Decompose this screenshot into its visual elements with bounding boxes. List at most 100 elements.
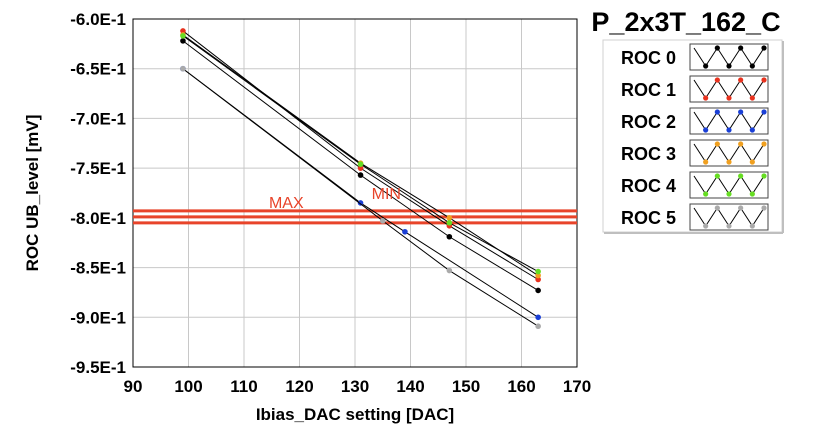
legend-marker <box>761 173 767 179</box>
data-point <box>357 200 364 206</box>
legend-marker <box>738 77 744 83</box>
legend-marker <box>761 109 767 115</box>
series-group <box>180 28 541 330</box>
series-4 <box>180 33 541 275</box>
horizontal-threshold-lines <box>133 209 577 225</box>
legend-marker <box>714 109 720 115</box>
annotations: MAX MIN <box>269 186 401 212</box>
data-point <box>357 161 364 167</box>
legend-marker <box>703 159 709 165</box>
legend-label: ROC 0 <box>621 48 676 68</box>
y-tick-label: -6.5E-1 <box>70 60 126 79</box>
legend-marker <box>749 223 755 229</box>
legend-marker <box>749 63 755 69</box>
x-tick-labels: 90 100 110 120 130 140 150 160 170 <box>124 377 592 396</box>
legend-marker <box>726 95 732 101</box>
series-line <box>182 68 539 318</box>
series-line <box>182 34 539 276</box>
y-tick-labels: -6.0E-1 -6.5E-1 -7.0E-1 -7.5E-1 -8.0E-1 -8.5E… <box>70 10 126 377</box>
legend-marker <box>726 191 732 197</box>
x-tick-label: 150 <box>452 377 480 396</box>
grid <box>132 18 578 368</box>
legend-label: ROC 1 <box>621 80 676 100</box>
legend-marker <box>738 45 744 51</box>
y-axis-title: ROC UB_level [mV] <box>23 115 42 272</box>
data-point <box>357 172 364 178</box>
x-tick-label: 100 <box>174 377 202 396</box>
series-2 <box>180 65 541 321</box>
legend-marker <box>726 159 732 165</box>
legend-label: ROC 3 <box>621 144 676 164</box>
legend-marker <box>726 63 732 69</box>
legend-marker <box>749 127 755 133</box>
y-tick-label: -8.5E-1 <box>70 259 126 278</box>
legend-marker <box>703 191 709 197</box>
series-line <box>182 68 539 327</box>
x-tick-label: 170 <box>563 377 591 396</box>
data-point <box>180 65 186 72</box>
x-tick-label: 140 <box>396 377 424 396</box>
x-tick-label: 110 <box>230 377 257 396</box>
legend-marker <box>703 223 709 229</box>
legend-marker <box>761 77 767 83</box>
x-tick-label: 160 <box>507 377 535 396</box>
legend-marker <box>738 141 744 147</box>
data-point <box>535 314 541 321</box>
legend-marker <box>738 205 744 211</box>
data-point <box>446 215 453 221</box>
y-tick-label: -9.5E-1 <box>70 358 126 377</box>
legend-marker <box>714 205 720 211</box>
legend-label: ROC 4 <box>621 176 676 196</box>
legend-marker <box>714 141 720 147</box>
legend-marker <box>738 109 744 115</box>
legend-marker <box>749 95 755 101</box>
legend-marker <box>761 45 767 51</box>
legend-label: ROC 5 <box>621 208 676 228</box>
legend-marker <box>703 127 709 133</box>
data-point <box>535 268 541 275</box>
data-point <box>446 220 453 226</box>
plot-frame <box>132 18 578 368</box>
data-point <box>180 28 186 34</box>
data-point <box>357 165 364 171</box>
legend-marker <box>761 205 767 211</box>
legend-marker <box>714 45 720 51</box>
data-point <box>180 38 186 44</box>
legend-marker <box>749 191 755 197</box>
y-tick-label: -9.0E-1 <box>70 308 126 327</box>
data-point <box>180 33 186 39</box>
x-tick-label: 120 <box>285 377 313 396</box>
legend-marker <box>703 63 709 69</box>
data-point <box>535 323 541 330</box>
annotation-min: MIN <box>372 186 401 203</box>
data-point <box>535 287 541 294</box>
legend-marker <box>761 141 767 147</box>
annotation-max: MAX <box>269 195 304 212</box>
x-tick-label: 130 <box>341 377 369 396</box>
legend-label: ROC 2 <box>621 112 676 132</box>
x-tick-label: 90 <box>124 377 143 396</box>
data-point <box>535 272 541 279</box>
x-axis-title: Ibias_DAC setting [DAC] <box>256 405 454 424</box>
legend-box <box>602 39 783 233</box>
data-point <box>402 228 408 235</box>
y-tick-label: -7.0E-1 <box>70 109 126 128</box>
data-point <box>379 218 386 224</box>
legend: ROC 0 ROC 1 ROC 2 ROC 3 ROC 4 ROC 5 <box>602 39 784 234</box>
data-point <box>446 233 453 240</box>
series-1 <box>180 28 541 283</box>
series-line <box>182 40 539 291</box>
legend-marker <box>726 223 732 229</box>
series-0 <box>180 38 541 294</box>
plot-title: P_2x3T_162_C <box>591 7 780 37</box>
series-5 <box>180 65 541 330</box>
y-tick-label: -8.0E-1 <box>70 209 126 228</box>
legend-marker <box>738 173 744 179</box>
series-line <box>182 35 539 272</box>
data-point <box>535 276 541 283</box>
data-point <box>446 267 453 274</box>
y-tick-label: -6.0E-1 <box>70 10 126 29</box>
legend-marker <box>703 95 709 101</box>
legend-marker <box>749 159 755 165</box>
